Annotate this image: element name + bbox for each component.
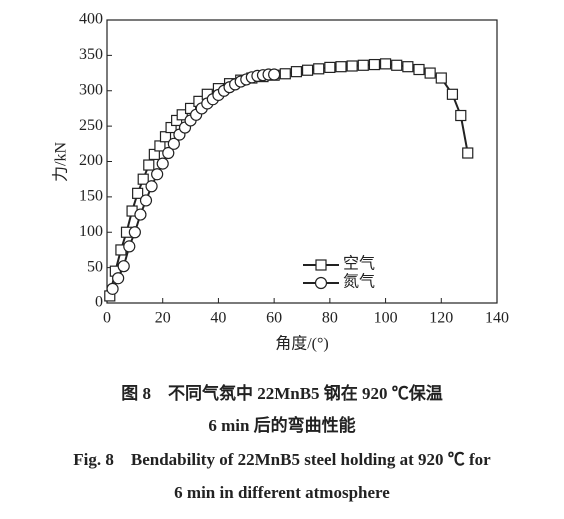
x-tick-label: 80	[322, 310, 338, 327]
data-point	[167, 137, 180, 150]
y-tick-label: 200	[79, 152, 103, 169]
caption: 6 min 后的弯曲性能	[208, 415, 355, 435]
data-point	[391, 59, 403, 71]
y-tick-label: 250	[79, 117, 103, 134]
data-point	[123, 240, 136, 253]
y-tick-label: 100	[79, 223, 103, 240]
data-point	[128, 226, 141, 239]
series-line	[108, 62, 469, 297]
data-point	[301, 64, 314, 76]
data-point	[290, 66, 303, 78]
data-point	[137, 173, 149, 185]
data-point	[268, 68, 281, 81]
x-tick-label: 40	[210, 310, 226, 327]
data-point	[424, 67, 436, 79]
data-point	[402, 61, 414, 73]
x-tick-label: 140	[485, 310, 509, 327]
data-point	[176, 109, 188, 121]
data-point	[313, 63, 325, 75]
data-point	[379, 58, 392, 70]
x-tick-label: 60	[266, 310, 282, 327]
data-point	[435, 72, 447, 84]
data-point	[368, 58, 381, 71]
caption: 6 min in different atmosphere	[174, 483, 390, 502]
legend-label: 空气	[343, 255, 375, 273]
caption: 图 8 不同气氛中 22MnB5 钢在 920 ℃保温	[121, 383, 443, 403]
data-point	[357, 59, 369, 71]
legend-marker	[314, 276, 328, 290]
data-point	[145, 180, 158, 193]
data-point	[139, 194, 153, 207]
y-tick-label: 350	[79, 46, 103, 63]
x-tick-label: 100	[374, 310, 398, 327]
data-point	[413, 63, 425, 76]
data-point	[446, 88, 459, 100]
data-point	[346, 60, 358, 72]
data-point	[112, 272, 125, 285]
data-point	[324, 61, 336, 74]
y-tick-label: 0	[95, 294, 103, 311]
data-point	[462, 147, 474, 159]
x-tick-label: 20	[155, 310, 171, 327]
y-tick-label: 150	[79, 188, 103, 205]
data-point	[134, 208, 147, 221]
x-axis-label: 角度/(°)	[275, 335, 329, 353]
y-axis-label: 力/kN	[52, 142, 70, 182]
y-tick-label: 50	[87, 258, 103, 275]
data-point	[132, 187, 144, 199]
x-tick-label: 0	[103, 310, 111, 327]
y-tick-label: 300	[79, 81, 103, 98]
data-point	[455, 109, 467, 122]
legend-label: 氮气	[343, 273, 375, 291]
x-tick-label: 120	[429, 310, 453, 327]
data-point	[162, 146, 175, 160]
data-point	[335, 61, 347, 73]
caption: Fig. 8 Bendability of 22MnB5 steel holdi…	[73, 450, 491, 469]
data-point	[117, 260, 130, 273]
data-point	[151, 168, 164, 181]
data-point	[156, 157, 169, 170]
legend-marker	[315, 259, 327, 271]
data-point	[279, 68, 291, 80]
data-point	[106, 282, 119, 295]
data-point	[143, 159, 155, 171]
y-tick-label: 400	[79, 11, 103, 28]
